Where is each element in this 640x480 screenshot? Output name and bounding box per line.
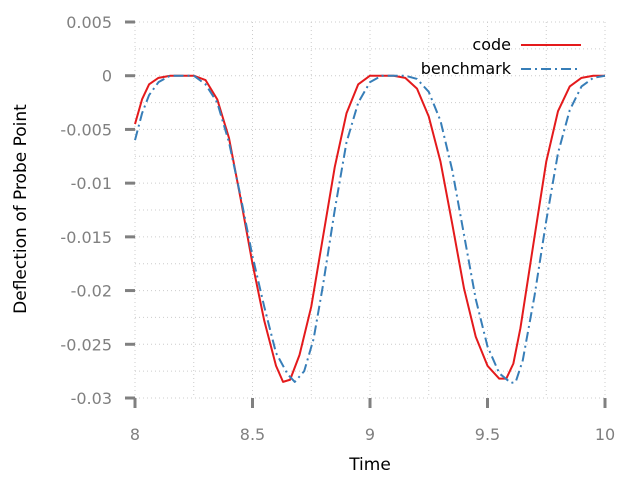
series-lines: [134, 74, 606, 384]
series-line-benchmark: [134, 74, 606, 384]
y-tick-label: -0.025: [60, 335, 112, 354]
y-tick-label: -0.015: [60, 228, 112, 247]
y-tick-label: -0.01: [71, 174, 112, 193]
legend: code benchmark: [421, 35, 581, 78]
grid: [134, 21, 606, 399]
x-tick-label: 10: [595, 425, 615, 444]
y-tick-label: 0.005: [66, 13, 112, 32]
y-tick-label: -0.03: [71, 389, 112, 408]
x-tick-label: 9: [365, 425, 375, 444]
series-line-code: [134, 74, 605, 383]
x-tick-label: 8: [130, 425, 140, 444]
y-tick-label: -0.02: [71, 282, 112, 301]
x-tick-label: 9.5: [475, 425, 500, 444]
y-tick-label: 0: [102, 67, 112, 86]
x-axis-label: Time: [348, 455, 391, 475]
axes: 8 8.5 9 9.5 10 -0.03 -0.025 -0.02 -0.015 -0.01 -0.…: [60, 13, 615, 444]
x-tick-label: 8.5: [240, 425, 265, 444]
legend-label-benchmark: benchmark: [421, 59, 512, 78]
y-tick-label: -0.005: [60, 120, 112, 139]
legend-label-code: code: [472, 35, 511, 54]
y-axis-label: Deflection of Probe Point: [11, 104, 31, 314]
